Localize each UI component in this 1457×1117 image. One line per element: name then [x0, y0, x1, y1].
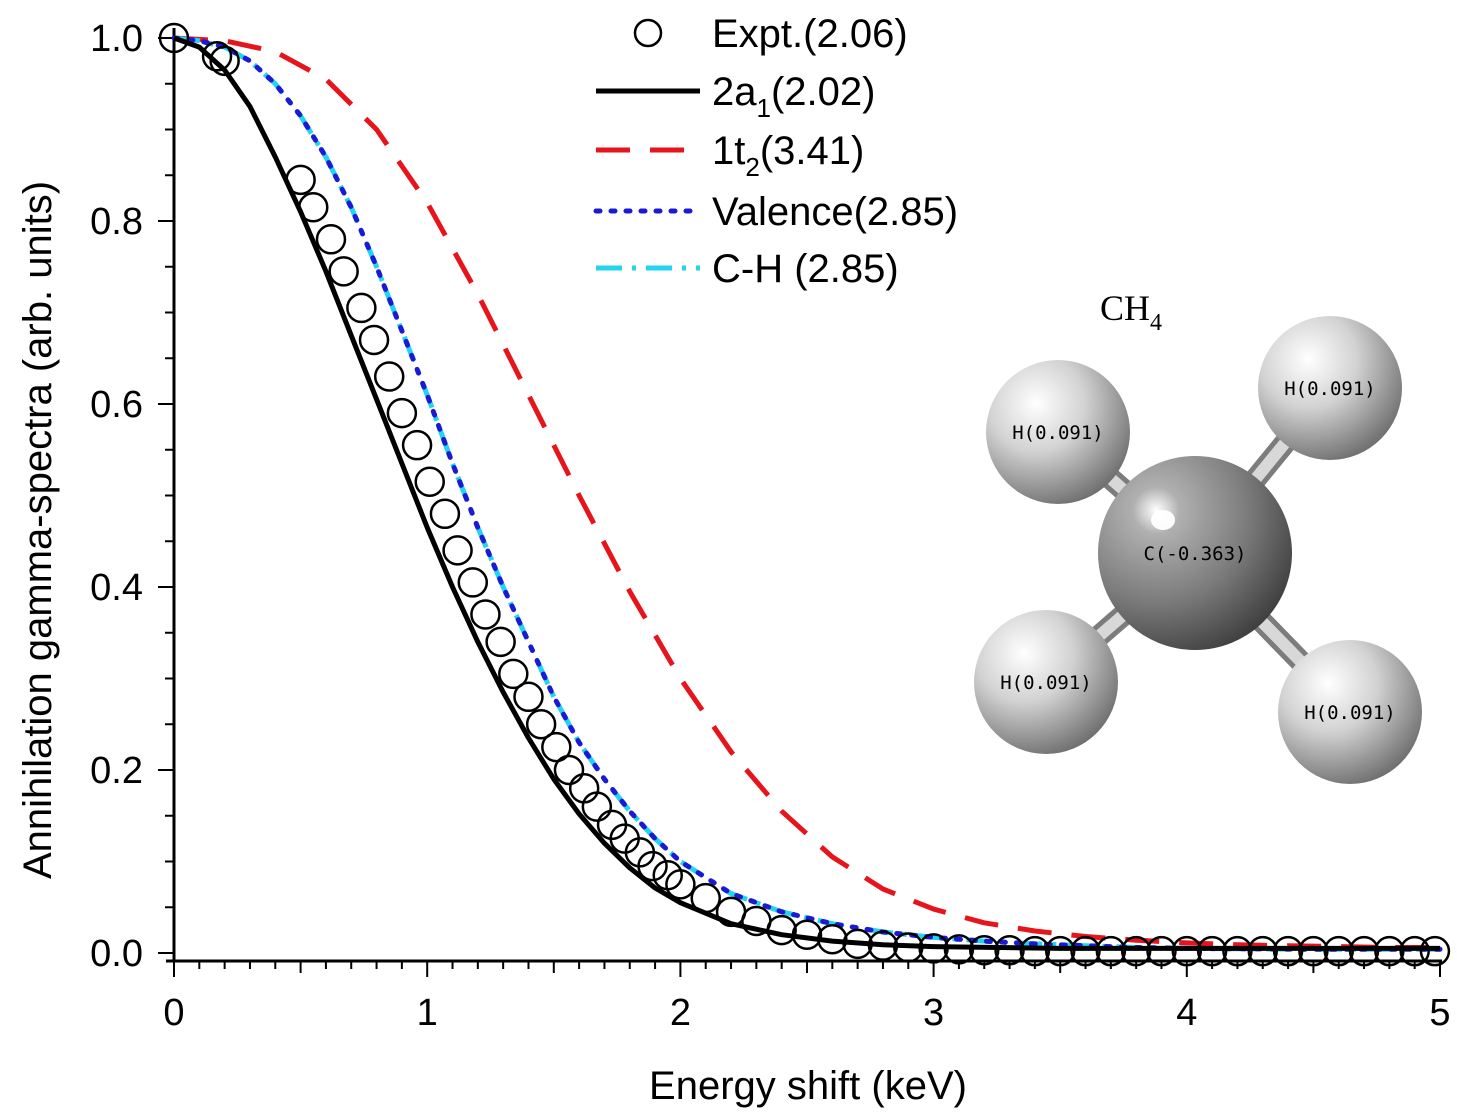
expt-data-point — [298, 192, 329, 223]
expt-data-point — [346, 292, 377, 324]
expt-data-point — [401, 429, 433, 461]
expt-data-point — [1247, 935, 1279, 967]
expt-data-point — [581, 791, 613, 822]
legend-label: Valence(2.85) — [712, 190, 958, 234]
expt-data-point — [373, 361, 405, 392]
expt-data-point — [968, 935, 1000, 966]
atom-charge-label: H(0.091) — [1000, 672, 1092, 694]
expt-data-point — [791, 919, 823, 950]
expt-data-point — [513, 681, 544, 713]
series-line-dotted — [171, 35, 1443, 952]
expt-data-point — [429, 498, 461, 530]
x-axis-label: Energy shift (keV) — [649, 1064, 967, 1108]
expt-data-point — [485, 626, 516, 658]
expt-data-point — [817, 924, 848, 955]
expt-data-point — [209, 45, 240, 77]
expt-data-point — [1095, 935, 1127, 967]
expt-data-point — [315, 224, 347, 255]
expt-data-point — [285, 164, 316, 196]
expt-data-point — [358, 324, 390, 356]
series-line-solid — [173, 35, 1440, 951]
plot-axes: 0 1 2 3 4 5 0.0 0.2 0.4 0.6 0.8 1.0 — [90, 18, 1450, 1034]
expt-data-point — [1019, 935, 1051, 967]
hydrogen-atom — [1258, 316, 1402, 460]
legend-label: 2a1(2.02) — [712, 70, 875, 123]
expt-data-point — [414, 466, 445, 498]
expt-data-point — [867, 930, 899, 961]
expt-data-point — [842, 928, 873, 960]
expt-data-point — [665, 869, 696, 900]
y-tick-label: 0.4 — [90, 567, 143, 609]
expt-data-point — [442, 535, 473, 566]
expt-data-point — [918, 933, 949, 964]
y-tick-label: 0.6 — [90, 384, 143, 426]
legend-marker-circle — [633, 18, 663, 48]
legend-label: 1t2(3.41) — [712, 129, 864, 182]
expt-data-point — [553, 754, 585, 786]
expt-data-point — [893, 932, 924, 963]
expt-data-point — [1044, 935, 1076, 967]
expt-data-point — [541, 731, 572, 763]
expt-data-point — [1348, 935, 1380, 967]
expt-data-point — [1374, 935, 1405, 967]
expt-data-point — [158, 22, 190, 54]
hydrogen-atom — [1278, 640, 1422, 784]
expt-data-point — [994, 935, 1025, 966]
y-tick-label: 0.8 — [90, 201, 143, 243]
expt-data-point — [637, 850, 668, 882]
expt-data-point — [457, 567, 489, 598]
atom-charge-label: C(-0.363) — [1144, 543, 1247, 565]
ch4-molecule-inset: CH4 H(0.091) H(0.091) C(-0.363) H(0.091) H(0.… — [974, 288, 1422, 784]
y-tick-label: 1.0 — [90, 18, 143, 60]
expt-data-point — [1298, 935, 1329, 967]
expt-data-point — [1171, 935, 1203, 967]
inset-title: CH4 — [1100, 288, 1162, 336]
expt-data-point — [201, 41, 233, 72]
expt-data-point — [1222, 935, 1253, 967]
hydrogen-atom — [986, 360, 1130, 504]
atom-charge-label: H(0.091) — [1284, 378, 1376, 400]
x-tick-label: 3 — [923, 992, 944, 1034]
expt-data-point — [690, 882, 721, 914]
expt-data-point — [1120, 935, 1152, 967]
expt-data-point — [386, 397, 418, 429]
y-tick-label: 0.2 — [90, 750, 143, 792]
expt-data-point — [328, 256, 359, 287]
expt-data-point — [498, 658, 529, 690]
x-tick-label: 2 — [670, 992, 691, 1034]
expt-data-point — [766, 914, 797, 946]
x-tick-label: 1 — [417, 992, 438, 1034]
x-tick-label: 4 — [1176, 992, 1197, 1034]
hydrogen-atom — [974, 610, 1118, 754]
legend-label: Expt.(2.06) — [712, 12, 908, 56]
atom-charge-label: H(0.091) — [1304, 702, 1396, 724]
carbon-highlight — [1151, 510, 1175, 530]
legend-label: C-H (2.85) — [712, 247, 899, 291]
expt-data-point — [470, 599, 501, 630]
expt-data-point — [1146, 935, 1177, 967]
plot-series — [158, 22, 1451, 967]
expt-data-point — [525, 709, 557, 740]
expt-data-point — [1272, 935, 1304, 967]
expt-data-point — [1419, 935, 1451, 967]
legend: Expt.(2.06) 2a1(2.02) 1t2(3.41) Valence(2.8… — [593, 12, 958, 291]
series-line-dashed — [173, 35, 1440, 950]
x-tick-label: 0 — [163, 992, 184, 1034]
carbon-atom — [1098, 456, 1292, 650]
x-tick-label: 5 — [1429, 992, 1450, 1034]
expt-data-point — [1070, 935, 1101, 967]
atom-charge-label: H(0.091) — [1012, 422, 1104, 444]
expt-data-point — [943, 934, 975, 965]
expt-data-point — [1323, 935, 1354, 967]
y-axis-label: Annihilation gamma-spectra (arb. units) — [16, 181, 60, 879]
expt-data-point — [1399, 935, 1430, 967]
expt-data-point — [1196, 935, 1228, 967]
y-tick-label: 0.0 — [90, 933, 143, 975]
